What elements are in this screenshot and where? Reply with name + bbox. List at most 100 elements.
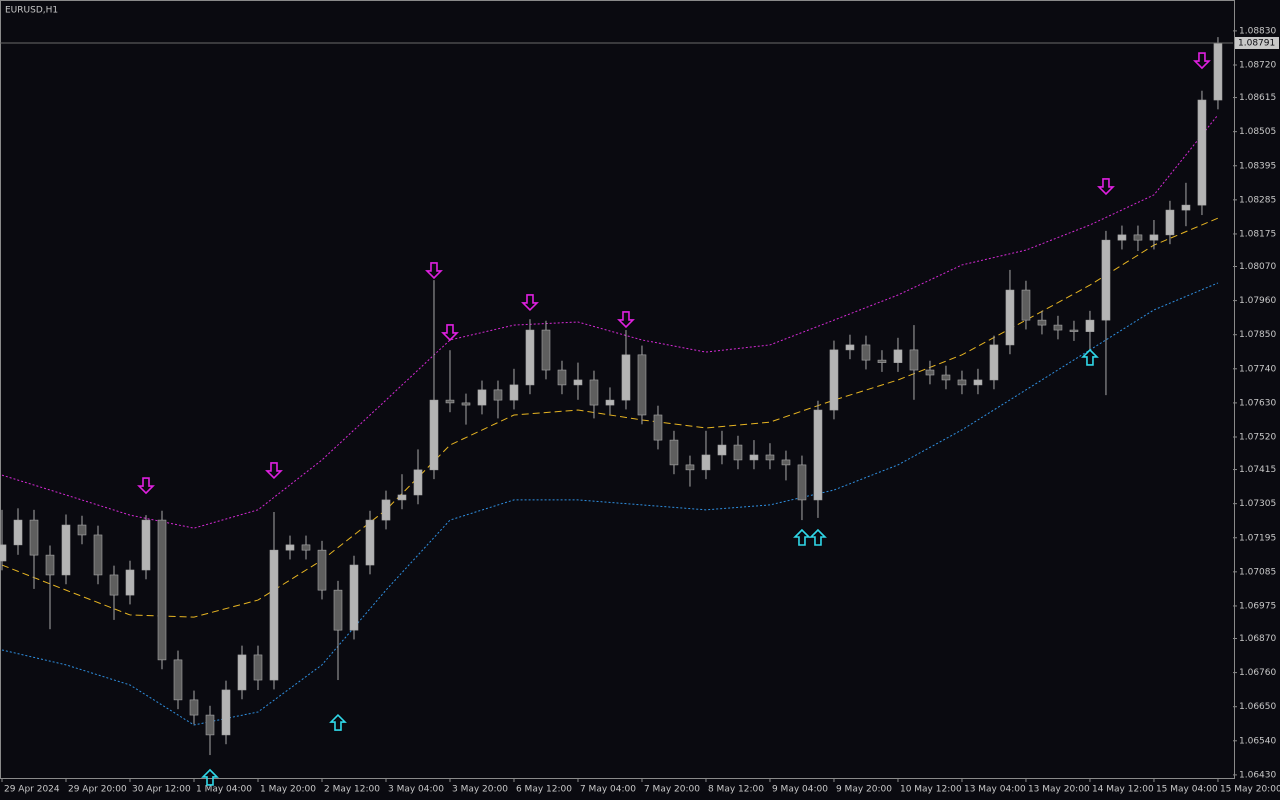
sell-arrow	[265, 462, 283, 480]
y-tick-label: 1.07960	[1239, 296, 1276, 306]
y-tick-label: 1.07085	[1239, 567, 1276, 577]
x-tick-label: 3 May 04:00	[388, 785, 444, 795]
x-tick-label: 3 May 20:00	[452, 785, 508, 795]
y-tick-label: 1.07520	[1239, 433, 1276, 443]
candle-body	[589, 379, 599, 406]
candle-body	[333, 589, 343, 631]
candle-body	[445, 399, 455, 404]
candle-body	[1037, 319, 1047, 326]
candle-body	[733, 444, 743, 461]
candle-body	[1053, 324, 1063, 331]
candle-body	[429, 399, 439, 471]
candle-body	[621, 354, 631, 401]
candle-body	[557, 369, 567, 386]
candle-body	[125, 569, 135, 596]
sell-arrow	[617, 311, 635, 329]
x-tick-label: 13 May 04:00	[964, 785, 1026, 795]
candle-body	[413, 469, 423, 496]
candle-body	[253, 654, 263, 681]
x-tick-label: 30 Apr 12:00	[132, 785, 191, 795]
last-price-label: 1.08791	[1238, 38, 1275, 48]
candle-body	[781, 459, 791, 466]
y-tick-label: 1.07850	[1239, 330, 1276, 340]
candle-body	[941, 374, 951, 381]
y-tick-label: 1.07415	[1239, 465, 1276, 475]
candle-body	[45, 554, 55, 576]
candle-body	[77, 524, 87, 536]
y-tick-label: 1.06650	[1239, 702, 1276, 712]
candle-body	[845, 344, 855, 351]
plot-frame	[0, 0, 1235, 779]
candle-body	[989, 344, 999, 381]
x-tick-label: 6 May 12:00	[516, 785, 572, 795]
sell-arrow	[1193, 52, 1211, 70]
y-tick-label: 1.06870	[1239, 634, 1276, 644]
band-line	[1, 282, 1219, 726]
sell-arrow	[441, 324, 459, 342]
candle-body	[1133, 234, 1143, 241]
candle-body	[397, 494, 407, 501]
candle-body	[29, 519, 39, 556]
candle-body	[1021, 289, 1031, 321]
candle-body	[909, 349, 919, 371]
candle-body	[749, 454, 759, 461]
candle-body	[461, 402, 471, 406]
x-tick-label: 9 May 04:00	[772, 785, 828, 795]
candle-body	[365, 519, 375, 566]
candle-body	[269, 549, 279, 681]
y-tick-label: 1.08070	[1239, 262, 1276, 272]
candle-body	[1197, 99, 1207, 206]
candle-body	[1213, 42, 1223, 101]
candle-body	[157, 519, 167, 661]
candle-body	[317, 549, 327, 591]
candle-body	[1101, 239, 1111, 321]
y-tick-label: 1.08395	[1239, 161, 1276, 171]
y-tick-label: 1.06760	[1239, 668, 1276, 678]
buy-arrow	[329, 713, 347, 731]
y-tick-label: 1.06430	[1239, 770, 1276, 780]
y-tick-label: 1.07195	[1239, 533, 1276, 543]
candle-body	[1085, 319, 1095, 332]
candle-body	[637, 354, 647, 416]
candle-body	[301, 544, 311, 551]
last-price-tag	[1235, 36, 1279, 49]
candle-body	[653, 414, 663, 441]
candle-body	[1005, 289, 1015, 346]
candle-body	[605, 399, 615, 406]
x-tick-label: 7 May 04:00	[580, 785, 636, 795]
sell-arrow	[1097, 178, 1115, 196]
candle-body	[669, 439, 679, 466]
band-line	[1, 114, 1219, 529]
x-tick-label: 1 May 20:00	[260, 785, 316, 795]
y-tick-label: 1.08505	[1239, 127, 1276, 137]
candle-body	[141, 519, 151, 571]
y-tick-label: 1.07305	[1239, 499, 1276, 509]
candle-body	[717, 444, 727, 456]
x-tick-label: 29 Apr 2024	[4, 785, 60, 795]
y-tick-label: 1.08285	[1239, 195, 1276, 205]
candle-body	[61, 524, 71, 576]
candle-body	[861, 344, 871, 361]
buy-arrow	[201, 768, 219, 786]
sell-arrow	[521, 294, 539, 312]
candle-body	[493, 389, 503, 401]
candle-body	[973, 379, 983, 386]
y-tick-label: 1.06975	[1239, 601, 1276, 611]
candle-body	[1117, 234, 1127, 241]
y-tick-label: 1.08175	[1239, 229, 1276, 239]
candle-body	[893, 349, 903, 363]
candle-body	[765, 454, 775, 461]
candle-body	[509, 384, 519, 401]
candle-body	[1181, 204, 1191, 211]
x-tick-label: 8 May 12:00	[708, 785, 764, 795]
candle-body	[925, 369, 935, 376]
candle-body	[0, 544, 7, 562]
candle-body	[525, 329, 535, 386]
candle-body	[349, 564, 359, 631]
candle-body	[813, 409, 823, 501]
candle-body	[685, 464, 695, 471]
candle-body	[285, 544, 295, 551]
candle-body	[237, 654, 247, 691]
candle-body	[477, 389, 487, 406]
